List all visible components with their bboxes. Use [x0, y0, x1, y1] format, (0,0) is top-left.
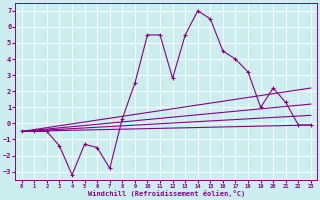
X-axis label: Windchill (Refroidissement éolien,°C): Windchill (Refroidissement éolien,°C) [88, 190, 245, 197]
